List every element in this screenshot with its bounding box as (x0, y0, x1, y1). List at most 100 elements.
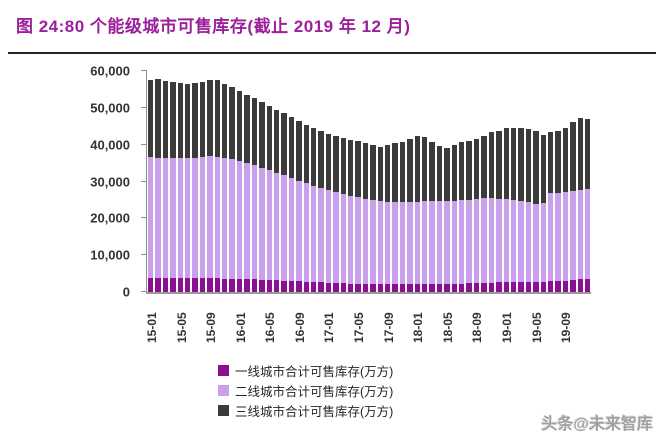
bar-segment-tier2 (525, 202, 532, 283)
bar-18-11 (488, 71, 495, 292)
bar-segment-tier2 (310, 185, 317, 283)
x-axis-labels: 15-01 15-05 15-09 16-01 16-05 16-09 17-01 17-05… (145, 297, 590, 343)
bar-segment-tier2 (192, 157, 198, 279)
bar-18-04 (436, 71, 443, 292)
bar-segment-tier1 (399, 284, 406, 292)
bar-segment-tier2 (347, 195, 354, 284)
x-tick-label: 15-05 (174, 312, 189, 343)
bar-segment-tier2 (436, 201, 443, 284)
bar-segment-tier1 (244, 279, 250, 292)
bar-segment-tier1 (310, 282, 317, 292)
bar-segment-tier3 (199, 82, 206, 158)
x-tick-slot: 17-05 (352, 297, 366, 343)
bar-segment-tier2 (273, 172, 280, 281)
x-tick-label: 19-09 (559, 312, 574, 343)
bar-segment-tier3 (488, 132, 495, 199)
bar-segment-tier3 (370, 145, 376, 201)
bar-16-02 (243, 71, 250, 292)
bar-segment-tier2 (429, 201, 435, 284)
bar-15-04 (169, 71, 176, 292)
bar-17-11 (399, 71, 406, 292)
x-tick-slot: 16-05 (263, 297, 277, 343)
bar-segment-tier3 (288, 117, 295, 178)
legend-item-tier3: 三线城市合计可售库存(万方) (218, 402, 393, 419)
bar-18-01 (414, 71, 421, 292)
x-tick-slot: 19-05 (529, 297, 544, 343)
bar-segment-tier1 (436, 283, 443, 292)
bar-segment-tier1 (185, 278, 191, 292)
figure-title: 图 24:80 个能级城市可售库存(截止 2019 年 12 月) (16, 17, 411, 36)
bar-16-06 (273, 71, 280, 292)
bar-segment-tier2 (540, 202, 546, 282)
bar-16-01 (236, 71, 243, 292)
bar-17-06 (362, 71, 369, 292)
x-tick-label: 19-01 (499, 312, 514, 343)
x-tick-label: 19-05 (529, 312, 544, 343)
bar-segment-tier1 (377, 284, 383, 292)
bar-15-03 (162, 71, 169, 292)
bar-19-04 (525, 71, 532, 292)
bar-18-03 (428, 71, 435, 292)
bar-segment-tier2 (296, 180, 302, 282)
bar-segment-tier3 (414, 135, 421, 202)
bar-segment-tier1 (473, 283, 480, 292)
x-tick-label: 18-01 (411, 312, 426, 343)
bar-segment-tier3 (496, 130, 502, 199)
bar-segment-tier3 (399, 141, 406, 203)
bar-segment-tier3 (540, 135, 546, 203)
bar-segment-tier1 (177, 278, 184, 292)
bar-segment-tier1 (584, 279, 591, 292)
legend-swatch-tier3 (218, 405, 229, 416)
bar-segment-tier2 (547, 193, 554, 282)
x-tick-label: 15-01 (145, 312, 159, 343)
bar-17-02 (332, 71, 339, 292)
bar-segment-tier1 (288, 280, 295, 292)
bar-segment-tier1 (214, 278, 221, 292)
bar-segment-tier2 (229, 159, 235, 279)
bar-segment-tier3 (281, 113, 287, 176)
bar-segment-tier1 (422, 283, 428, 292)
bar-segment-tier3 (273, 109, 280, 173)
bar-17-08 (377, 71, 384, 292)
x-tick-slot: 19-01 (499, 297, 514, 343)
plot-area (141, 70, 591, 294)
y-axis-labels: 0 10,000 20,000 30,000 40,000 50,000 60,000 (0, 64, 138, 300)
bar-segment-tier2 (244, 163, 250, 280)
x-tick-slot: 15-01 (145, 297, 159, 343)
legend-label-tier1: 一线城市合计可售库存(万方) (235, 365, 394, 379)
bar-17-04 (347, 71, 354, 292)
bar-segment-tier1 (503, 282, 509, 292)
bar-17-07 (369, 71, 376, 292)
bar-16-08 (288, 71, 295, 292)
bar-segment-tier3 (236, 90, 243, 162)
bar-16-03 (251, 71, 258, 292)
bar-15-05 (177, 71, 184, 292)
bar-segment-tier1 (362, 283, 369, 292)
bar-segment-tier1 (451, 283, 458, 292)
bar-segment-tier1 (562, 280, 569, 292)
bar-segment-tier3 (222, 83, 228, 159)
bar-16-05 (266, 71, 273, 292)
bar-segment-tier3 (481, 135, 487, 199)
bar-segment-tier2 (155, 157, 161, 278)
bar-segment-tier2 (444, 201, 450, 284)
bar-segment-tier2 (488, 198, 495, 283)
bar-segment-tier1 (577, 279, 583, 292)
bar-segment-tier3 (547, 132, 554, 194)
bar-segment-tier1 (355, 283, 361, 292)
bar-segment-tier3 (473, 139, 480, 199)
bar-segment-tier1 (496, 282, 502, 292)
bar-segment-tier3 (429, 141, 435, 202)
bar-segment-tier1 (251, 279, 258, 292)
bar-15-10 (214, 71, 221, 292)
y-tick-label: 30,000 (90, 174, 130, 189)
legend-swatch-tier1 (218, 365, 229, 376)
bar-segment-tier2 (385, 201, 391, 285)
bar-segment-tier1 (199, 278, 206, 292)
bar-segment-tier3 (562, 128, 569, 192)
bar-segment-tier1 (296, 281, 302, 292)
y-tick-mark (141, 70, 147, 71)
bar-18-12 (495, 71, 502, 292)
bar-segment-tier2 (392, 202, 398, 285)
y-tick-label: 0 (122, 284, 130, 300)
